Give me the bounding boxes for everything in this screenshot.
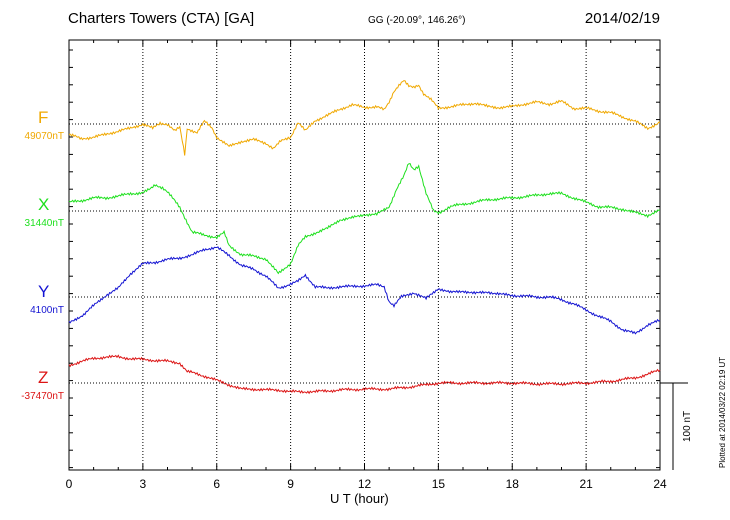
- channel-baseline-f: 49070nT: [24, 131, 64, 142]
- axis-ticks: 0 3 6 9 12 15 18 21 24: [66, 40, 667, 491]
- station-coordinates: GG (-20.09°, 146.26°): [368, 15, 466, 26]
- series-line-x: [68, 163, 661, 275]
- channel-letter-f: F: [38, 108, 49, 127]
- channel-letter-z: Z: [38, 368, 49, 387]
- x-tick-label: 21: [579, 477, 593, 491]
- series-group: [68, 80, 661, 395]
- chart-date: 2014/02/19: [584, 10, 660, 27]
- x-tick-label: 9: [287, 477, 294, 491]
- channel-letter-x: X: [38, 195, 50, 214]
- x-axis-label: U T (hour): [330, 491, 389, 506]
- x-tick-label: 3: [140, 477, 147, 491]
- plot-grid: [69, 40, 660, 470]
- channel-letter-y: Y: [38, 282, 50, 301]
- x-tick-label: 6: [213, 477, 220, 491]
- channel-baseline-z: -37470nT: [21, 391, 64, 402]
- series-line-y: [68, 246, 661, 335]
- plotted-timestamp: Plotted at 2014/03/22 02:19 UT: [718, 356, 727, 468]
- series-line-f: [68, 80, 661, 156]
- scale-bar-label: 100 nT: [682, 410, 693, 442]
- x-tick-label: 0: [66, 477, 73, 491]
- series-line-z: [68, 354, 661, 395]
- channel-baseline-y: 4100nT: [30, 305, 64, 316]
- plot-frame: [68, 39, 661, 471]
- channel-baseline-x: 31440nT: [24, 218, 64, 229]
- x-tick-label: 12: [358, 477, 372, 491]
- x-tick-label: 15: [432, 477, 446, 491]
- x-tick-label: 24: [653, 477, 667, 491]
- x-tick-label: 18: [506, 477, 520, 491]
- station-title: Charters Towers (CTA) [GA]: [68, 10, 255, 27]
- scale-bar: [660, 382, 688, 470]
